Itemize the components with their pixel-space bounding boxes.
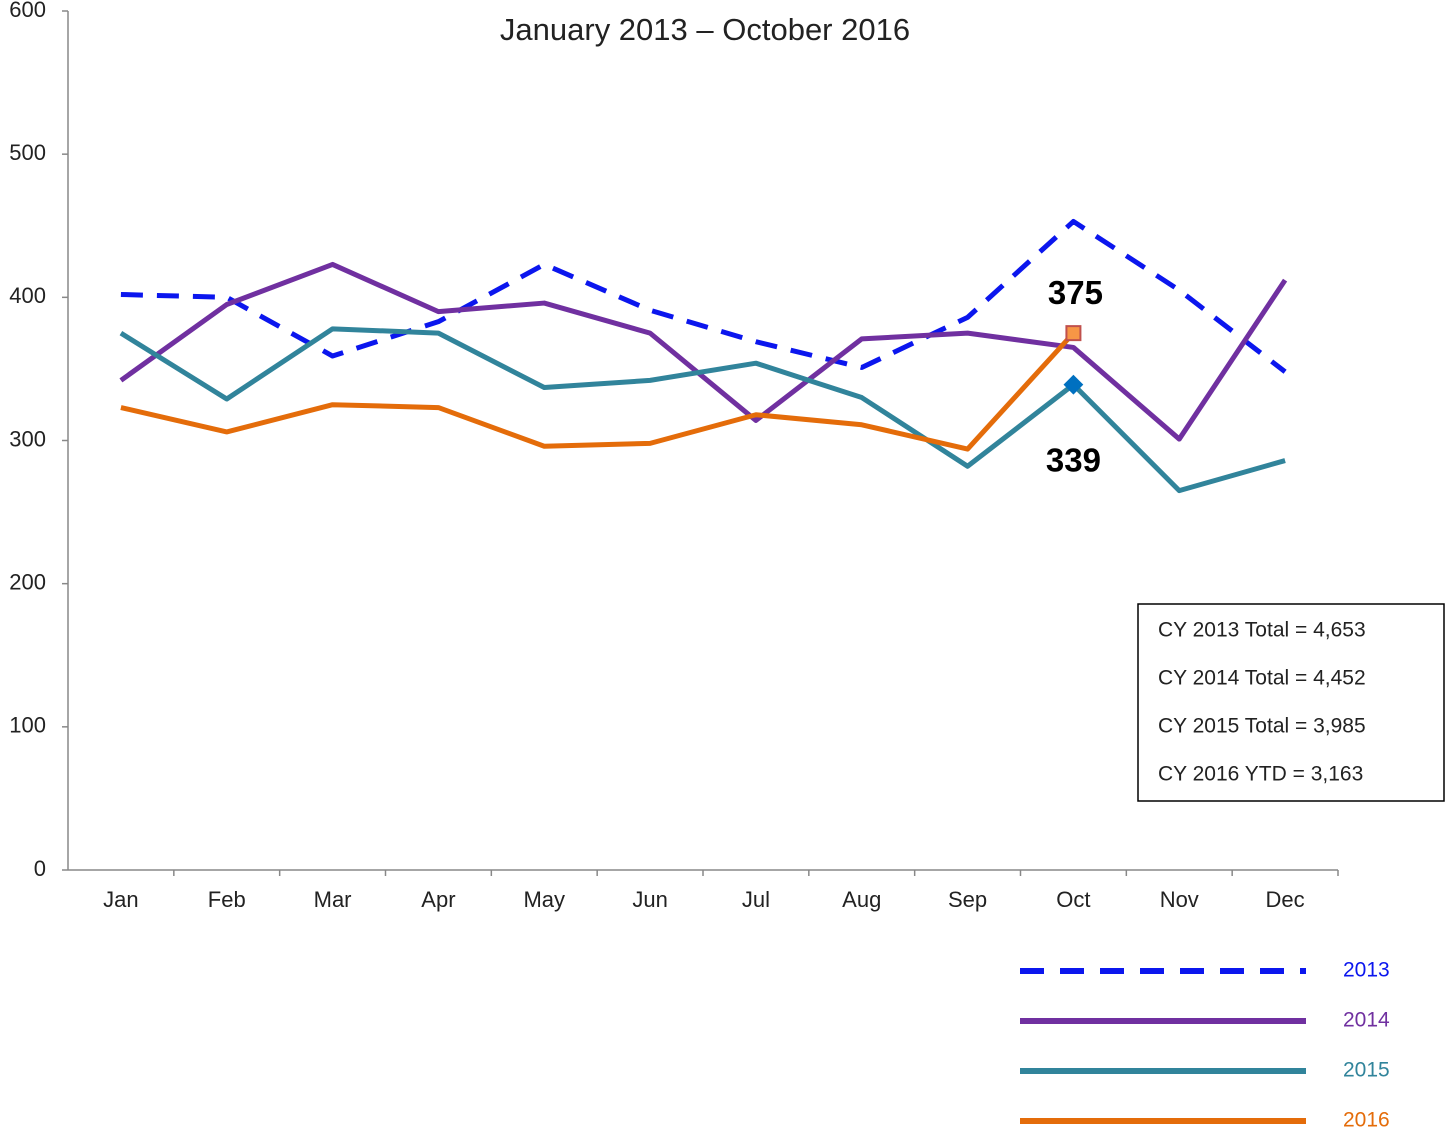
line-series: [120, 331, 1076, 452]
x-tick-label: Aug: [842, 887, 881, 912]
y-tick-label: 400: [9, 283, 46, 308]
x-tick-label: May: [523, 887, 565, 912]
x-tick-label: Oct: [1056, 887, 1090, 912]
annotation: CY 2016 YTD = 3,163: [1158, 763, 1363, 786]
annotation: CY 2014 Total = 4,452: [1158, 667, 1366, 690]
legend-label: 2015: [1343, 1059, 1390, 1082]
line-series: [120, 218, 1287, 374]
line-series: [119, 326, 1286, 494]
y-tick-label: 300: [9, 426, 46, 451]
totals-box: [1137, 603, 1445, 802]
point-marker: [1063, 374, 1084, 395]
annotation: CY 2015 Total = 3,985: [1158, 715, 1366, 738]
y-tick-label: 500: [9, 140, 46, 165]
x-tick-label: Jul: [742, 887, 770, 912]
data-label: 339: [1046, 441, 1101, 478]
x-tick-label: Sep: [948, 887, 987, 912]
line-series: [119, 261, 1288, 442]
x-tick-label: Nov: [1160, 887, 1199, 912]
data-label: 375: [1048, 274, 1103, 311]
chart-title: January 2013 – October 2016: [500, 12, 910, 47]
x-tick-label: Jan: [103, 887, 138, 912]
x-tick-label: Apr: [421, 887, 455, 912]
legend-label: 2013: [1343, 959, 1390, 982]
legend-label: 2014: [1343, 1009, 1390, 1032]
x-tick-label: Feb: [208, 887, 246, 912]
y-tick-label: 100: [9, 713, 46, 738]
x-tick-label: Jun: [632, 887, 667, 912]
point-marker: [1065, 325, 1082, 342]
y-tick-label: 600: [9, 0, 46, 22]
y-tick-label: 200: [9, 569, 46, 594]
legend-label: 2016: [1343, 1109, 1390, 1132]
x-tick-label: Dec: [1266, 887, 1305, 912]
annotation: CY 2013 Total = 4,653: [1158, 619, 1366, 642]
x-tick-label: Mar: [314, 887, 352, 912]
y-tick-label: 0: [34, 856, 46, 881]
